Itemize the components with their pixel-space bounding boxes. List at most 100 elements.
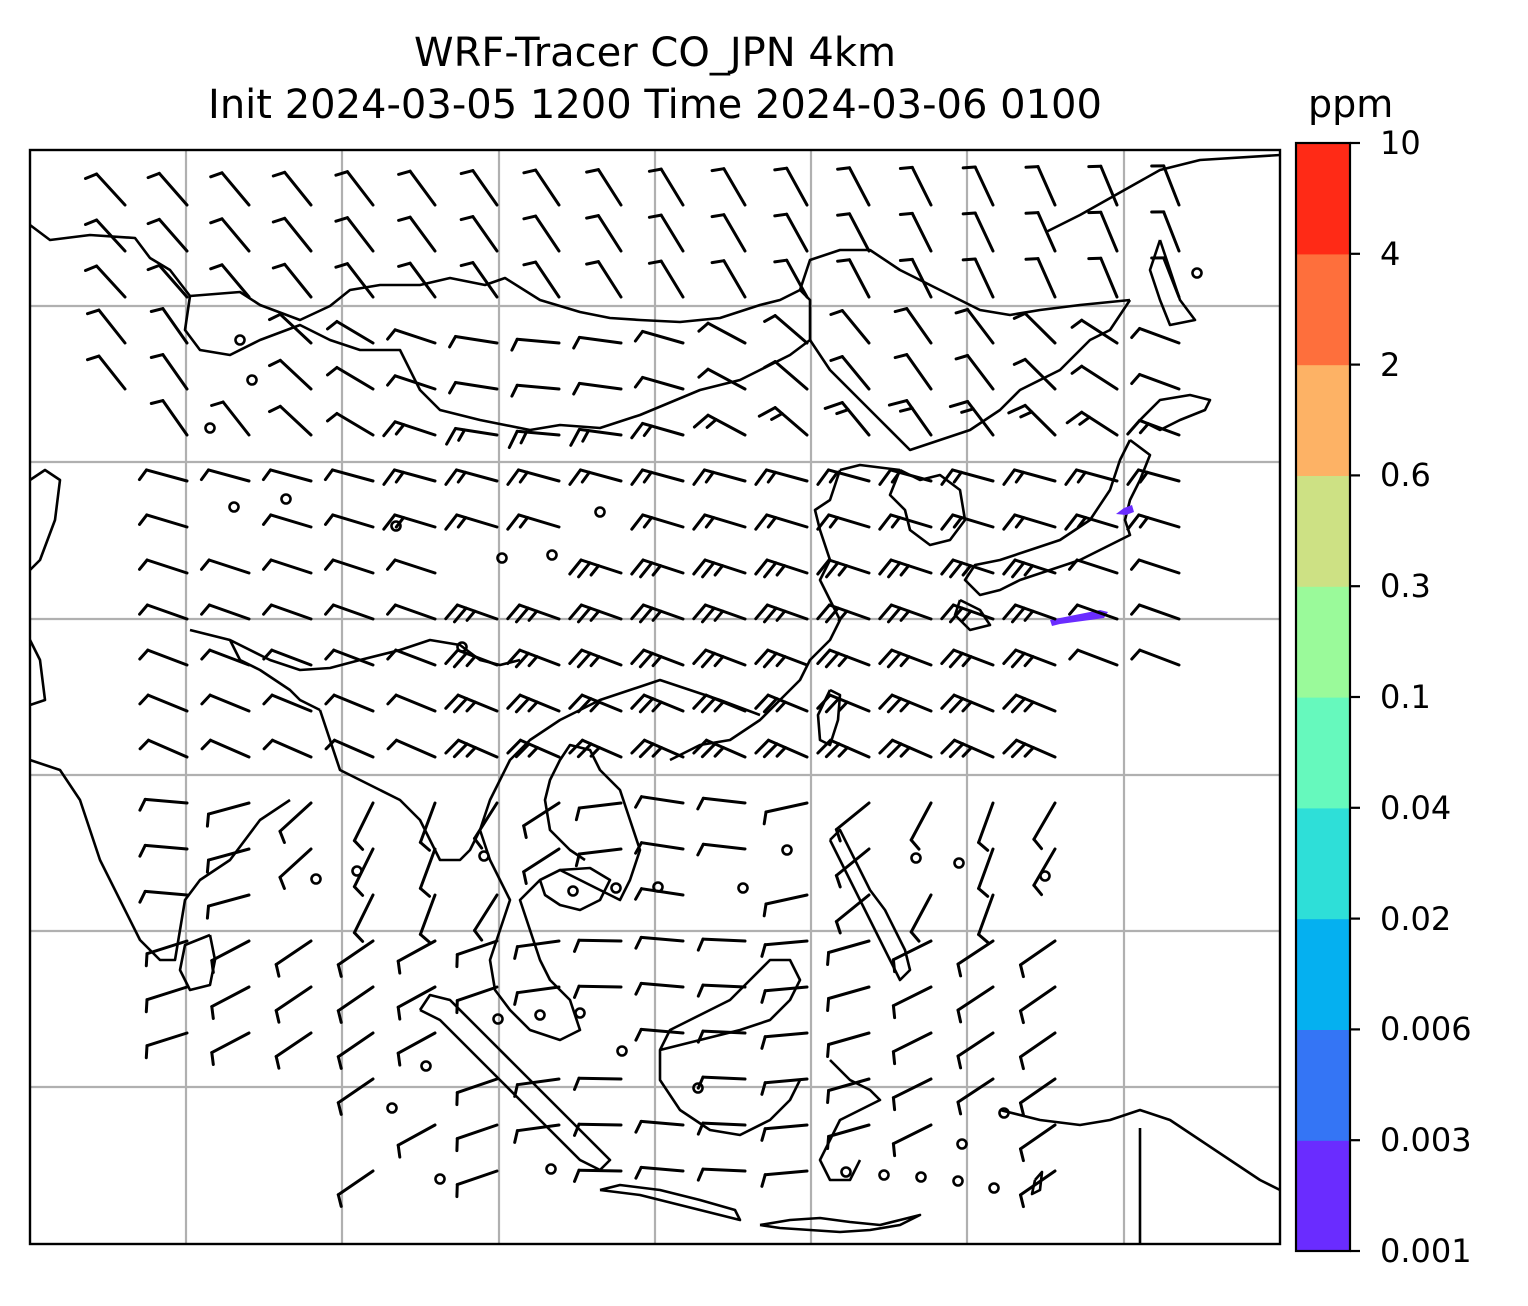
wind-barb xyxy=(386,558,437,575)
wind-barb xyxy=(137,468,189,483)
wind-barb xyxy=(1032,847,1057,897)
wind-barb xyxy=(278,847,313,890)
wind-barb xyxy=(697,321,747,345)
wind-barb xyxy=(1126,513,1181,531)
wind-barb xyxy=(940,513,995,531)
wind-barb xyxy=(760,1031,809,1050)
wind-barb xyxy=(816,738,871,759)
wind-barb xyxy=(826,985,871,1012)
colorbar-segment xyxy=(1296,253,1350,366)
wind-barb xyxy=(444,603,499,624)
wind-barb xyxy=(86,308,127,345)
wind-barb xyxy=(574,847,623,868)
colorbar xyxy=(1294,141,1360,1253)
wind-barb xyxy=(630,513,685,531)
calm-wind-circle xyxy=(616,1045,628,1057)
wind-barb xyxy=(878,603,933,624)
coastline-timor xyxy=(759,1213,922,1234)
wind-barb xyxy=(513,939,561,960)
wind-barb xyxy=(1032,801,1057,851)
wind-barb xyxy=(647,167,685,207)
wind-barb xyxy=(444,468,499,486)
coastline-newguinea xyxy=(999,1108,1281,1192)
wind-barb xyxy=(522,847,561,885)
wind-barb xyxy=(826,1077,871,1104)
wind-barb xyxy=(445,427,499,446)
wind-barb xyxy=(572,381,623,396)
wind-barb xyxy=(696,1029,747,1044)
wind-barb xyxy=(829,309,871,345)
wind-barb xyxy=(1130,327,1181,345)
wind-barb xyxy=(816,468,871,486)
wind-barb xyxy=(513,1123,561,1144)
calm-wind-circle xyxy=(434,1173,446,1185)
wind-barb xyxy=(1002,738,1057,759)
wind-barb xyxy=(262,558,313,575)
wind-barb xyxy=(386,374,437,391)
wind-barb xyxy=(692,558,747,579)
wind-barb xyxy=(274,939,313,978)
wind-barb xyxy=(891,1123,933,1158)
wind-barb xyxy=(1002,513,1057,531)
colorbar-tick-label: 4 xyxy=(1380,234,1401,273)
wind-barb xyxy=(829,355,871,391)
wind-barb xyxy=(205,801,251,828)
wind-barb xyxy=(149,353,189,391)
wind-barb xyxy=(506,468,561,486)
wind-barb xyxy=(455,1169,499,1199)
wind-barb xyxy=(754,513,809,531)
wind-barb xyxy=(324,648,375,667)
wind-barb xyxy=(1126,468,1181,486)
tracer-patch xyxy=(1116,505,1134,515)
wind-barb xyxy=(568,648,623,669)
colorbar-segment xyxy=(1296,475,1350,587)
wind-barb xyxy=(762,801,809,826)
wind-barb xyxy=(507,429,561,449)
wind-barb xyxy=(760,985,809,1004)
wind-barb xyxy=(878,468,933,486)
wind-barb xyxy=(138,797,189,812)
wind-barb xyxy=(200,603,251,621)
wind-barb xyxy=(573,1122,623,1137)
calm-wind-circle xyxy=(492,1013,504,1025)
colorbar-segment xyxy=(1296,586,1350,698)
wind-barb xyxy=(773,166,809,207)
wind-barb xyxy=(506,648,561,669)
wind-barb xyxy=(336,1031,375,1070)
wind-barb xyxy=(773,258,809,299)
wind-barb xyxy=(444,693,499,714)
wind-barb xyxy=(210,939,251,974)
wind-barb xyxy=(956,939,995,978)
wind-barb xyxy=(326,320,375,345)
wind-barb xyxy=(510,383,561,398)
calm-wind-circle xyxy=(781,844,793,856)
wind-barb xyxy=(568,468,623,486)
wind-barb xyxy=(891,939,933,974)
wind-barb xyxy=(146,171,189,207)
wind-barb xyxy=(773,212,809,253)
coastline-small-island xyxy=(1030,1170,1044,1196)
wind-barb xyxy=(397,169,437,207)
wind-barb xyxy=(144,1031,189,1060)
wind-barb xyxy=(448,335,499,349)
wind-barb xyxy=(573,984,623,999)
wind-barb xyxy=(268,404,313,437)
coastline-india xyxy=(28,468,291,992)
wind-barb xyxy=(138,843,189,858)
wind-barb xyxy=(396,1031,437,1067)
wind-barb xyxy=(574,801,623,822)
wind-barb xyxy=(630,648,685,669)
calm-wind-circle xyxy=(456,641,468,653)
wind-barb xyxy=(1068,648,1119,667)
wind-barb xyxy=(891,1077,933,1112)
wind-barb xyxy=(692,468,747,486)
wind-barb xyxy=(324,738,375,759)
calm-wind-circle xyxy=(953,857,965,869)
wind-barb xyxy=(763,314,809,345)
wind-barb xyxy=(1002,468,1057,486)
wind-barb xyxy=(396,985,437,1021)
wind-barb xyxy=(696,842,747,857)
wind-barb xyxy=(634,795,685,809)
wind-barb xyxy=(977,847,995,898)
wind-barb xyxy=(757,406,809,437)
